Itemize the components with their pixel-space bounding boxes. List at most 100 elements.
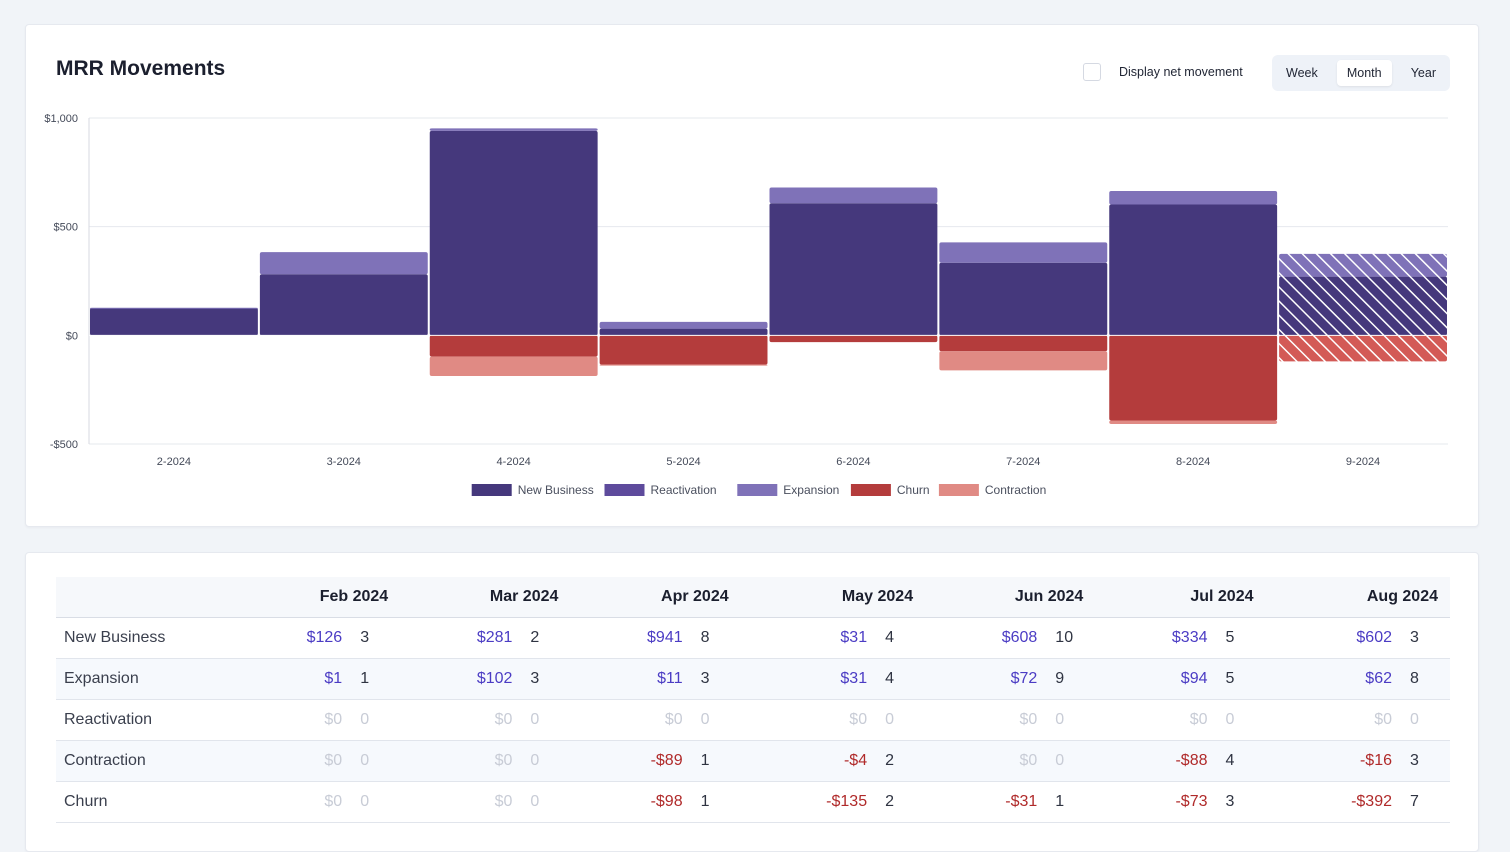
row-label: Reactivation [56,699,230,741]
bar-expansion-5-2024[interactable] [599,321,768,329]
table-header-month: Aug 2024 [1265,577,1450,618]
bar-churn-6-2024[interactable] [769,335,938,343]
cell-amount: $602 [1265,617,1402,659]
net-movement-checkbox[interactable] [1083,63,1101,81]
cell-count: 2 [522,617,571,659]
row-label: Contraction [56,740,230,782]
cell-amount: -$89 [570,740,693,782]
y-tick-label: $0 [66,330,78,342]
cell-count: 9 [1047,658,1096,700]
page-title: MRR Movements [56,57,226,80]
table-header-month: May 2024 [740,577,926,618]
cell-amount: $62 [1265,658,1402,700]
cell-count: 0 [522,781,571,823]
x-tick-label: 6-2024 [836,456,870,468]
net-movement-label: Display net movement [1119,65,1243,79]
bar-churn-5-2024[interactable] [599,335,768,365]
bar-new-business-5-2024[interactable] [599,328,768,336]
period-month-button[interactable]: Month [1336,60,1392,86]
bar-expansion-3-2024[interactable] [259,252,428,275]
cell-amount: $1 [230,658,353,700]
bar-expansion-2-2024[interactable] [90,307,258,309]
cell-amount: -$392 [1265,781,1402,823]
bar-contraction-4-2024[interactable] [429,356,598,376]
period-week-button[interactable]: Week [1286,66,1318,80]
bar-new-business-9-2024[interactable] [1279,276,1447,336]
bar-expansion-4-2024[interactable] [429,128,598,131]
bar-new-business-2-2024[interactable] [90,307,258,336]
legend-item-new-business[interactable]: New Business [471,483,594,497]
bar-new-business-8-2024[interactable] [1109,204,1278,336]
cell-count: 3 [1217,781,1266,823]
cell-count: 5 [1217,617,1266,659]
x-tick-label: 3-2024 [327,456,361,468]
bar-expansion-8-2024[interactable] [1109,191,1278,205]
x-tick-label: 4-2024 [497,456,531,468]
mrr-table: Feb 2024 Mar 2024 Apr 2024 May 2024 Jun 2024… [56,577,1450,823]
cell-count: 0 [692,699,741,741]
cell-count: 3 [352,617,401,659]
cell-count: 4 [877,617,926,659]
bar-expansion-6-2024[interactable] [769,187,938,204]
cell-amount: -$98 [570,781,693,823]
cell-count: 0 [522,699,571,741]
cell-amount: $281 [400,617,523,659]
x-tick-label: 7-2024 [1006,456,1040,468]
bar-expansion-9-2024[interactable] [1279,253,1447,277]
x-tick-label: 5-2024 [666,456,700,468]
mrr-chart: $1,000 $500 $0 -$500 2-2024 3-2024 4-2024 5-202… [44,113,1448,497]
row-label: Churn [56,781,230,823]
bar-new-business-6-2024[interactable] [769,203,938,336]
bar-contraction-7-2024[interactable] [939,351,1108,371]
bar-churn-4-2024[interactable] [429,335,598,357]
cell-count: 1 [352,658,401,700]
cell-amount: $0 [925,740,1048,782]
cell-amount: -$16 [1265,740,1402,782]
cell-count: 5 [1217,658,1266,700]
cell-count: 3 [1402,740,1450,782]
bar-expansion-7-2024[interactable] [939,242,1108,263]
y-tick-label: $1,000 [44,113,78,125]
cell-count: 0 [1047,699,1096,741]
cell-amount: $0 [740,699,878,741]
cell-amount: $608 [925,617,1048,659]
x-tick-label: 2-2024 [157,456,191,468]
mrr-table-card: Feb 2024 Mar 2024 Apr 2024 May 2024 Jun 2024… [25,552,1479,852]
table-row: Churn $0 0 $0 0 -$98 1 -$135 2 -$31 1 -$73 3 -$392 7 [56,781,1450,823]
cell-count: 8 [692,617,741,659]
legend-item-churn[interactable]: Churn [850,483,930,497]
bar-contraction-5-2024[interactable] [599,364,768,366]
cell-amount: $0 [230,699,353,741]
legend-item-expansion[interactable]: Expansion [737,483,839,497]
legend-item-contraction[interactable]: Contraction [938,483,1046,497]
cell-amount: $941 [570,617,693,659]
cell-count: 0 [877,699,926,741]
bar-churn-9-2024[interactable] [1279,335,1447,362]
period-year-button[interactable]: Year [1410,66,1436,80]
table-header-row: Feb 2024 Mar 2024 Apr 2024 May 2024 Jun 2024… [56,577,1450,618]
cell-count: 0 [522,740,571,782]
bar-churn-7-2024[interactable] [939,335,1108,352]
net-movement-toggle[interactable]: Display net movement [1083,63,1243,81]
cell-count: 1 [692,781,741,823]
table-row: Expansion $1 1 $102 3 $11 3 $31 4 $72 9 $94 5 $62 8 [56,658,1450,700]
bar-new-business-4-2024[interactable] [429,130,598,336]
legend-label: Churn [897,483,930,497]
cell-amount: $0 [1265,699,1402,741]
cell-amount: $0 [1095,699,1218,741]
cell-amount: -$4 [740,740,878,782]
legend-swatch [850,484,891,496]
bar-new-business-3-2024[interactable] [259,274,428,336]
bar-contraction-8-2024[interactable] [1109,420,1278,425]
row-label: New Business [56,617,230,659]
bar-churn-8-2024[interactable] [1109,335,1278,421]
cell-amount: $102 [400,658,523,700]
y-tick-label: -$500 [50,439,78,451]
cell-amount: $31 [740,658,878,700]
legend-swatch [471,484,512,496]
cell-count: 2 [877,781,926,823]
legend-label: Contraction [985,483,1046,497]
bar-new-business-7-2024[interactable] [939,262,1108,336]
table-header-month: Feb 2024 [230,577,401,618]
legend-item-reactivation[interactable]: Reactivation [604,483,717,497]
